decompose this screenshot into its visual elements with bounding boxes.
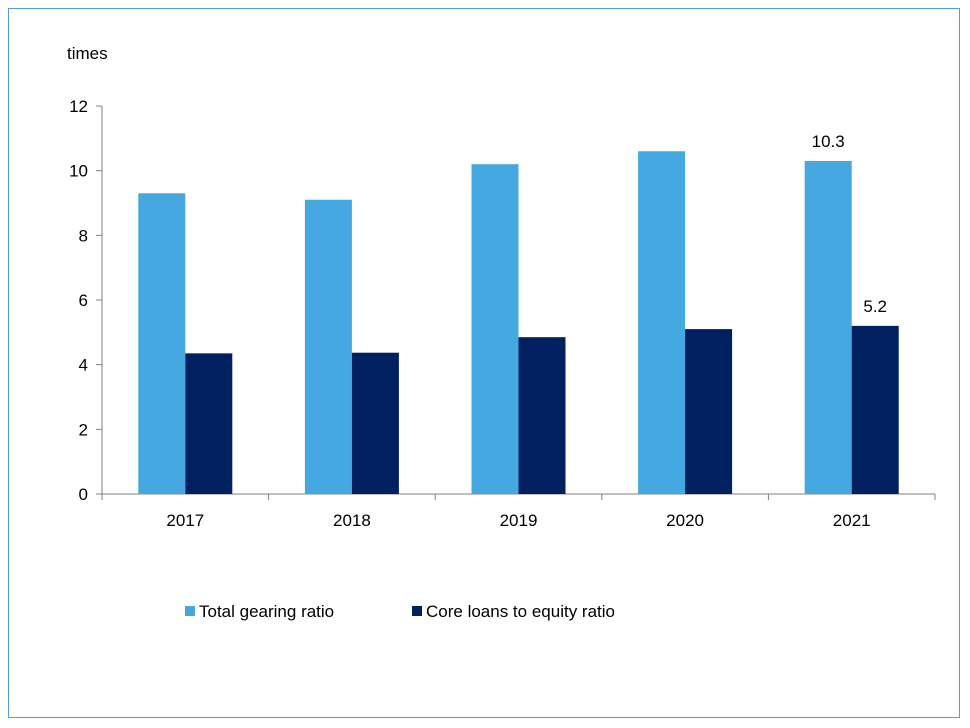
data-labels: 10.3 5.2: [812, 132, 887, 316]
x-tick-label: 2021: [833, 511, 871, 530]
bar-total-gearing-2021: [804, 160, 852, 494]
y-tick-label: 4: [79, 356, 88, 375]
y-tick-label: 2: [79, 420, 88, 439]
data-label: 10.3: [812, 132, 845, 151]
y-tick-label: 6: [79, 291, 88, 310]
bars: [138, 151, 899, 495]
bar-core-loans-2019: [518, 337, 566, 494]
data-label: 5.2: [863, 297, 887, 316]
bar-core-loans-2018: [351, 352, 399, 494]
bar-core-loans-2017: [185, 353, 233, 494]
bar-core-loans-2021: [851, 325, 899, 494]
x-tick-label: 2017: [166, 511, 204, 530]
bar-core-loans-2020: [685, 329, 733, 494]
x-axis: 2017 2018 2019 2020 2021: [101, 493, 936, 530]
x-tick-label: 2018: [333, 511, 371, 530]
x-tick-label: 2019: [500, 511, 538, 530]
chart-frame: [8, 8, 960, 718]
y-tick-label: 0: [79, 485, 88, 504]
y-tick-label: 12: [69, 97, 88, 116]
bar-total-gearing-2020: [638, 151, 686, 494]
y-tick-label: 10: [69, 162, 88, 181]
bar-total-gearing-2017: [138, 193, 186, 495]
bar-total-gearing-2019: [471, 164, 519, 494]
bar-total-gearing-2018: [304, 199, 352, 494]
legend-label: Core loans to equity ratio: [426, 602, 615, 621]
legend: Total gearing ratio Core loans to equity …: [185, 602, 615, 621]
legend-swatch: [185, 606, 195, 616]
x-tick-label: 2020: [666, 511, 704, 530]
y-axis: 0 2 4 6 8 10 12: [69, 97, 103, 504]
y-tick-label: 8: [79, 226, 88, 245]
legend-label: Total gearing ratio: [199, 602, 334, 621]
legend-swatch: [412, 606, 422, 616]
y-unit-label: times: [67, 44, 108, 63]
